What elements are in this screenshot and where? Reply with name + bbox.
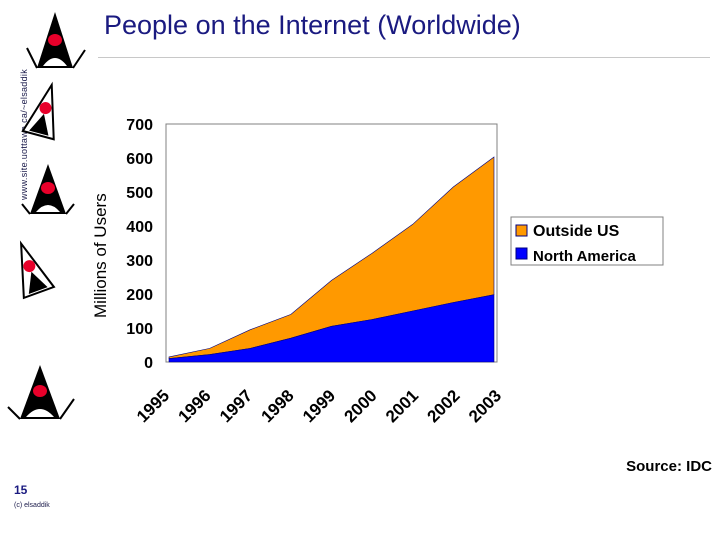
area-north-america [168, 294, 495, 363]
y-tick-label: 400 [126, 219, 153, 236]
x-tick-label: 1996 [175, 386, 215, 426]
x-tick-label: 2003 [465, 386, 505, 426]
internet-users-chart: 0 100 200 300 400 500 600 700 1995 1996 1997 1998 1… [91, 117, 664, 426]
y-tick-label: 300 [126, 253, 153, 270]
duke-mascot-icon [19, 240, 56, 300]
x-tick-label: 1999 [299, 386, 339, 426]
x-tick-label: 1998 [258, 386, 298, 426]
source-note: Source: IDC [626, 458, 712, 475]
legend-label-north-america: North America [533, 248, 636, 265]
x-tick-label: 1997 [216, 386, 256, 426]
title-divider [98, 57, 710, 58]
y-axis-label: Millions of Users [91, 193, 110, 318]
duke-mascot-icon [7, 365, 75, 420]
copyright-text: (c) elsaddik [14, 502, 50, 509]
mascot-column [7, 12, 86, 420]
x-tick-label: 2001 [382, 386, 422, 426]
y-tick-label: 0 [144, 355, 153, 372]
x-tick-label: 2002 [424, 386, 464, 426]
duke-mascot-icon [21, 81, 55, 141]
y-tick-label: 500 [126, 185, 153, 202]
y-tick-label: 600 [126, 151, 153, 168]
y-tick-label: 200 [126, 287, 153, 304]
y-tick-label: 700 [126, 117, 153, 134]
y-tick-label: 100 [126, 321, 153, 338]
legend-label-outside-us: Outside US [533, 223, 620, 240]
page-number: 15 [14, 483, 28, 497]
legend-box [510, 216, 664, 266]
duke-mascot-icon [26, 12, 86, 69]
slide-title: People on the Internet (Worldwide) [104, 10, 521, 40]
x-tick-label: 2000 [341, 386, 381, 426]
legend: Outside US North America [510, 216, 664, 266]
legend-swatch-north-america [515, 247, 528, 260]
legend-swatch-outside-us [515, 224, 528, 237]
duke-mascot-icon [21, 164, 75, 215]
x-tick-label: 1995 [133, 386, 173, 426]
